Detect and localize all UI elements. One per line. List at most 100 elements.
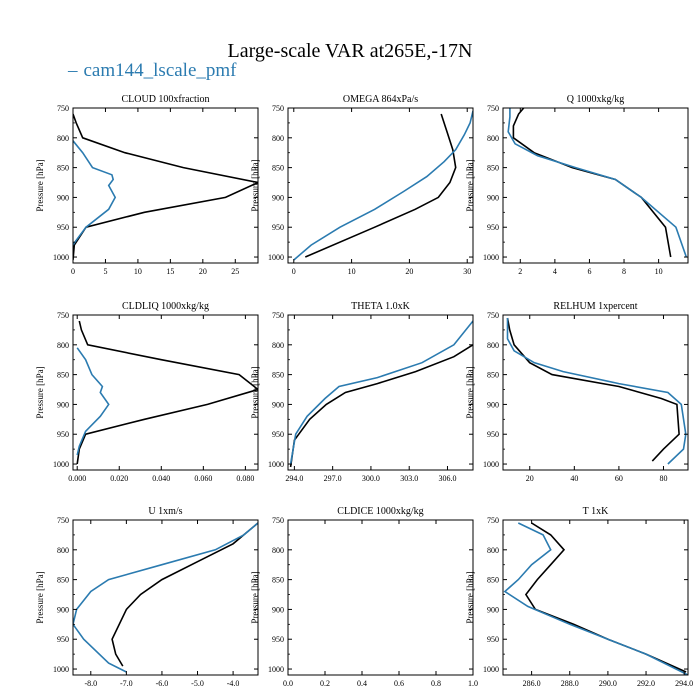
- series-line-black: [524, 522, 687, 673]
- legend: – cam144_lscale_pmf: [68, 60, 237, 82]
- y-tick-label: 900: [57, 400, 69, 409]
- x-tick-label: 8: [622, 267, 626, 276]
- plot-frame: [502, 107, 689, 264]
- x-tick-label: 294.0: [285, 474, 303, 483]
- y-tick-label: 900: [272, 400, 284, 409]
- y-tick-label: 800: [272, 546, 284, 555]
- y-tick-label: 750: [272, 104, 284, 113]
- x-tick-label: 20: [405, 267, 413, 276]
- panel-title: Q 1000xkg/kg: [567, 94, 625, 105]
- y-tick-label: 950: [272, 635, 284, 644]
- x-tick-label: 30: [463, 267, 471, 276]
- x-tick-label: 0.0: [283, 679, 293, 688]
- series-line-blue: [73, 522, 258, 673]
- x-tick-label: 60: [615, 474, 623, 483]
- plot-frame: [502, 314, 689, 471]
- y-tick-label: 850: [487, 576, 499, 585]
- y-tick-label: 950: [272, 430, 284, 439]
- figure-title: Large-scale VAR at265E,-17N: [227, 40, 473, 62]
- series-line-black: [506, 317, 680, 462]
- y-tick-label: 900: [487, 605, 499, 614]
- y-tick-label: 1000: [268, 253, 284, 262]
- panel-2: Q 1000xkg/kg Pressure [hPa] 750 800 850 900 95…: [465, 94, 689, 276]
- series-line-blue: [76, 347, 110, 456]
- y-tick-label: 850: [272, 576, 284, 585]
- x-tick-label: 0: [71, 267, 75, 276]
- y-tick-label: 900: [272, 193, 284, 202]
- x-tick-label: 0.020: [110, 474, 128, 483]
- y-tick-label: 1000: [268, 665, 284, 674]
- x-tick-label: 286.0: [523, 679, 541, 688]
- y-tick-label: 900: [57, 193, 69, 202]
- y-tick-label: 750: [57, 311, 69, 320]
- y-tick-label: 750: [57, 104, 69, 113]
- y-tick-label: 800: [272, 341, 284, 350]
- y-axis-label: Pressure [hPa]: [35, 366, 45, 418]
- y-tick-label: 750: [487, 311, 499, 320]
- y-axis-label: Pressure [hPa]: [465, 159, 475, 211]
- x-tick-label: 0.6: [394, 679, 404, 688]
- panel-title: CLDICE 1000xkg/kg: [337, 506, 423, 517]
- series-line-black: [111, 522, 258, 667]
- y-tick-label: 1000: [483, 460, 499, 469]
- panel-8: T 1xK Pressure [hPa] 750 800 850 900 950 1000 28…: [465, 506, 693, 688]
- x-tick-label: 15: [166, 267, 174, 276]
- series-line-blue: [506, 318, 687, 465]
- panel-3: CLDLIQ 1000xkg/kg Pressure [hPa] 750 800 850…: [35, 301, 259, 483]
- x-tick-label: 4: [553, 267, 557, 276]
- panel-5: RELHUM 1xpercent Pressure [hPa] 750 800 850 9…: [465, 301, 689, 483]
- y-axis-label: Pressure [hPa]: [465, 366, 475, 418]
- x-tick-label: 0.080: [236, 474, 254, 483]
- x-tick-label: 0.8: [431, 679, 441, 688]
- x-tick-label: 288.0: [561, 679, 579, 688]
- series-line-black: [289, 343, 473, 468]
- y-tick-label: 850: [487, 164, 499, 173]
- plot-frame: [72, 314, 259, 471]
- y-tick-label: 1000: [53, 460, 69, 469]
- x-tick-label: 20: [199, 267, 207, 276]
- x-tick-label: 0.040: [152, 474, 170, 483]
- x-tick-label: 290.0: [599, 679, 617, 688]
- x-tick-label: 0.2: [320, 679, 330, 688]
- y-tick-label: 800: [487, 134, 499, 143]
- y-axis-label: Pressure [hPa]: [35, 159, 45, 211]
- y-tick-label: 750: [272, 516, 284, 525]
- x-tick-label: 1.0: [468, 679, 478, 688]
- plot-frame: [287, 314, 474, 471]
- y-axis-label: Pressure [hPa]: [35, 571, 45, 623]
- x-tick-label: 10: [348, 267, 356, 276]
- x-tick-label: 80: [659, 474, 667, 483]
- y-tick-label: 800: [57, 546, 69, 555]
- series-line-blue: [293, 110, 473, 261]
- y-tick-label: 1000: [53, 665, 69, 674]
- panel-title: T 1xK: [583, 506, 609, 517]
- x-tick-label: 25: [231, 267, 239, 276]
- series-line-blue: [503, 522, 688, 675]
- y-tick-label: 850: [57, 164, 69, 173]
- y-tick-label: 950: [57, 430, 69, 439]
- y-tick-label: 800: [57, 341, 69, 350]
- x-tick-label: 2: [518, 267, 522, 276]
- y-tick-label: 950: [487, 430, 499, 439]
- x-tick-label: 300.0: [362, 474, 380, 483]
- y-axis-label: Pressure [hPa]: [250, 159, 260, 211]
- series-line-black: [76, 320, 258, 465]
- y-tick-label: 800: [272, 134, 284, 143]
- y-tick-label: 800: [487, 341, 499, 350]
- y-tick-label: 900: [487, 400, 499, 409]
- y-tick-label: 900: [57, 605, 69, 614]
- y-tick-label: 1000: [483, 253, 499, 262]
- x-tick-label: 0.060: [194, 474, 212, 483]
- x-tick-label: -7.0: [120, 679, 133, 688]
- y-tick-label: 1000: [268, 460, 284, 469]
- x-tick-label: -5.0: [191, 679, 204, 688]
- y-tick-label: 850: [272, 371, 284, 380]
- x-tick-label: 6: [587, 267, 591, 276]
- y-tick-label: 950: [272, 223, 284, 232]
- series-line-blue: [289, 320, 473, 465]
- panel-4: THETA 1.0xK Pressure [hPa] 750 800 850 900 950…: [250, 301, 474, 483]
- y-tick-label: 950: [57, 635, 69, 644]
- panel-title: U 1xm/s: [148, 506, 182, 517]
- plot-frame: [72, 107, 259, 264]
